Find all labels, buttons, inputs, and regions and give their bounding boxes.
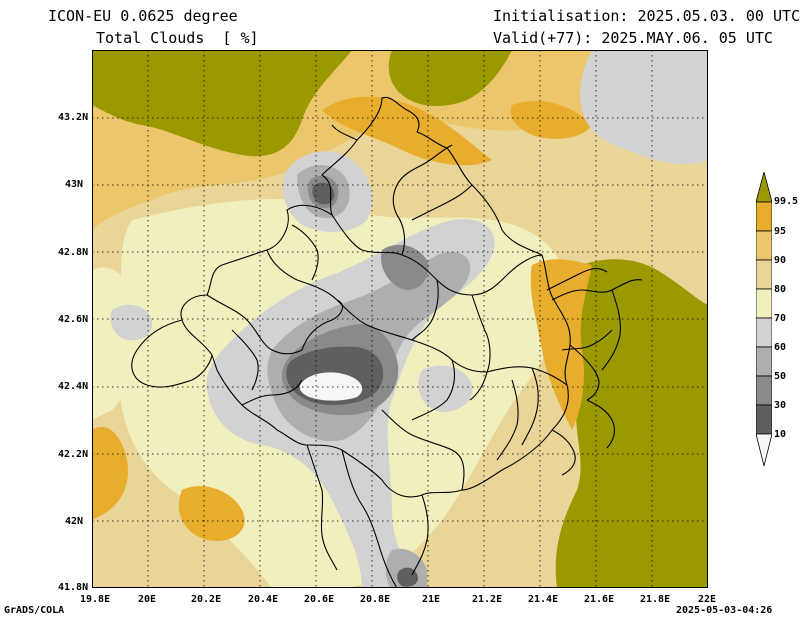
generation-timestamp: 2025-05-03-04:26 [676, 605, 773, 616]
map-frame [92, 50, 708, 588]
olive-east [555, 259, 708, 588]
colorbar [756, 172, 772, 467]
lat-tick-label: 43.2N [58, 112, 89, 123]
lon-tick-label: 20.4E [248, 594, 279, 605]
lon-tick-label: 21.6E [584, 594, 615, 605]
lon-tick-label: 22E [698, 594, 717, 605]
grey-west-spot [110, 304, 153, 341]
colorbar-box-30 [756, 375, 772, 406]
lon-tick-label: 20E [138, 594, 157, 605]
lat-tick-label: 42.4N [58, 381, 89, 392]
colorbar-box-95 [756, 201, 772, 232]
lat-tick-label: 43N [65, 179, 84, 190]
clear-sky-spot [299, 372, 363, 401]
colorbar-top-triangle [756, 172, 772, 203]
colorbar-label: 50 [774, 371, 787, 382]
lon-tick-label: 19.8E [80, 594, 111, 605]
model-title: ICON-EU 0.0625 degree [48, 7, 238, 25]
init-time: Initialisation: 2025.05.03. 00 UTC [493, 7, 800, 25]
olive-northwest [92, 50, 352, 157]
colorbar-label: 60 [774, 342, 787, 353]
colorbar-box-50 [756, 346, 772, 377]
grey30-east [381, 244, 429, 290]
colorbar-box-80 [756, 259, 772, 290]
colorbar-box-70 [756, 288, 772, 319]
colorbar-label: 70 [774, 313, 787, 324]
colorbar-box-10 [756, 404, 772, 435]
colorbar-label: 95 [774, 226, 787, 237]
lon-tick-label: 21.8E [640, 594, 671, 605]
colorbar-label: 99.5 [774, 196, 799, 207]
grey10-north [312, 182, 335, 205]
lat-tick-label: 42.6N [58, 314, 89, 325]
lon-tick-label: 20.6E [304, 594, 335, 605]
lon-tick-label: 21E [422, 594, 441, 605]
national-border [180, 96, 571, 498]
colorbar-label: 90 [774, 255, 787, 266]
colorbar-box-60 [756, 317, 772, 348]
field-title: Total Clouds [ %] [96, 29, 259, 47]
valid-time: Valid(+77): 2025.MAY.06. 05 UTC [493, 29, 773, 47]
colorbar-box-90 [756, 230, 772, 261]
lon-tick-label: 20.8E [360, 594, 391, 605]
cloud-cover-map [92, 50, 708, 588]
colorbar-label: 30 [774, 400, 787, 411]
colorbar-label: 80 [774, 284, 787, 295]
orange-east [530, 259, 592, 430]
orange-north [322, 96, 492, 166]
orange-west [92, 426, 128, 520]
lon-tick-label: 21.4E [528, 594, 559, 605]
lat-tick-label: 41.8N [58, 582, 89, 593]
lon-tick-label: 20.2E [191, 594, 222, 605]
orange-southwest [178, 486, 245, 541]
colorbar-bottom-triangle [756, 433, 772, 467]
lat-tick-label: 42.8N [58, 247, 89, 258]
grey-northeast [580, 50, 708, 165]
grey-east-spot [418, 365, 473, 412]
olive-north [388, 50, 512, 106]
lat-tick-label: 42N [65, 516, 84, 527]
lat-tick-label: 42.2N [58, 449, 89, 460]
admin-borders [131, 96, 643, 588]
lon-tick-label: 21.2E [472, 594, 503, 605]
orange-northeast [510, 101, 592, 139]
software-credit: GrADS/COLA [4, 605, 65, 616]
colorbar-label: 10 [774, 429, 787, 440]
